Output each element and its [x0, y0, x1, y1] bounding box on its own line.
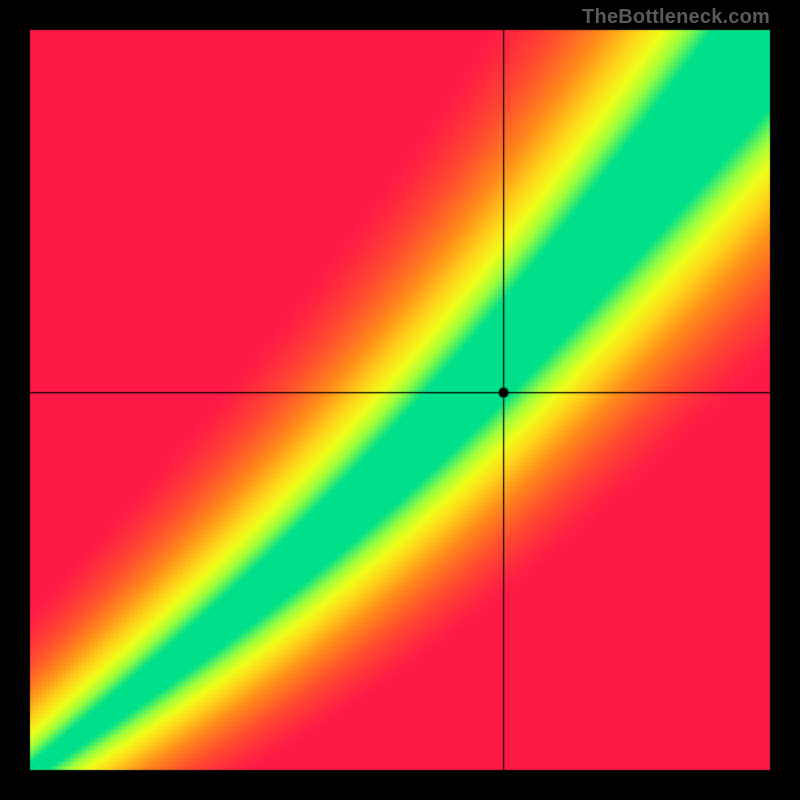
- watermark-label: TheBottleneck.com: [582, 6, 770, 29]
- chart-container: TheBottleneck.com: [0, 0, 800, 800]
- bottleneck-heatmap-canvas: [0, 0, 800, 800]
